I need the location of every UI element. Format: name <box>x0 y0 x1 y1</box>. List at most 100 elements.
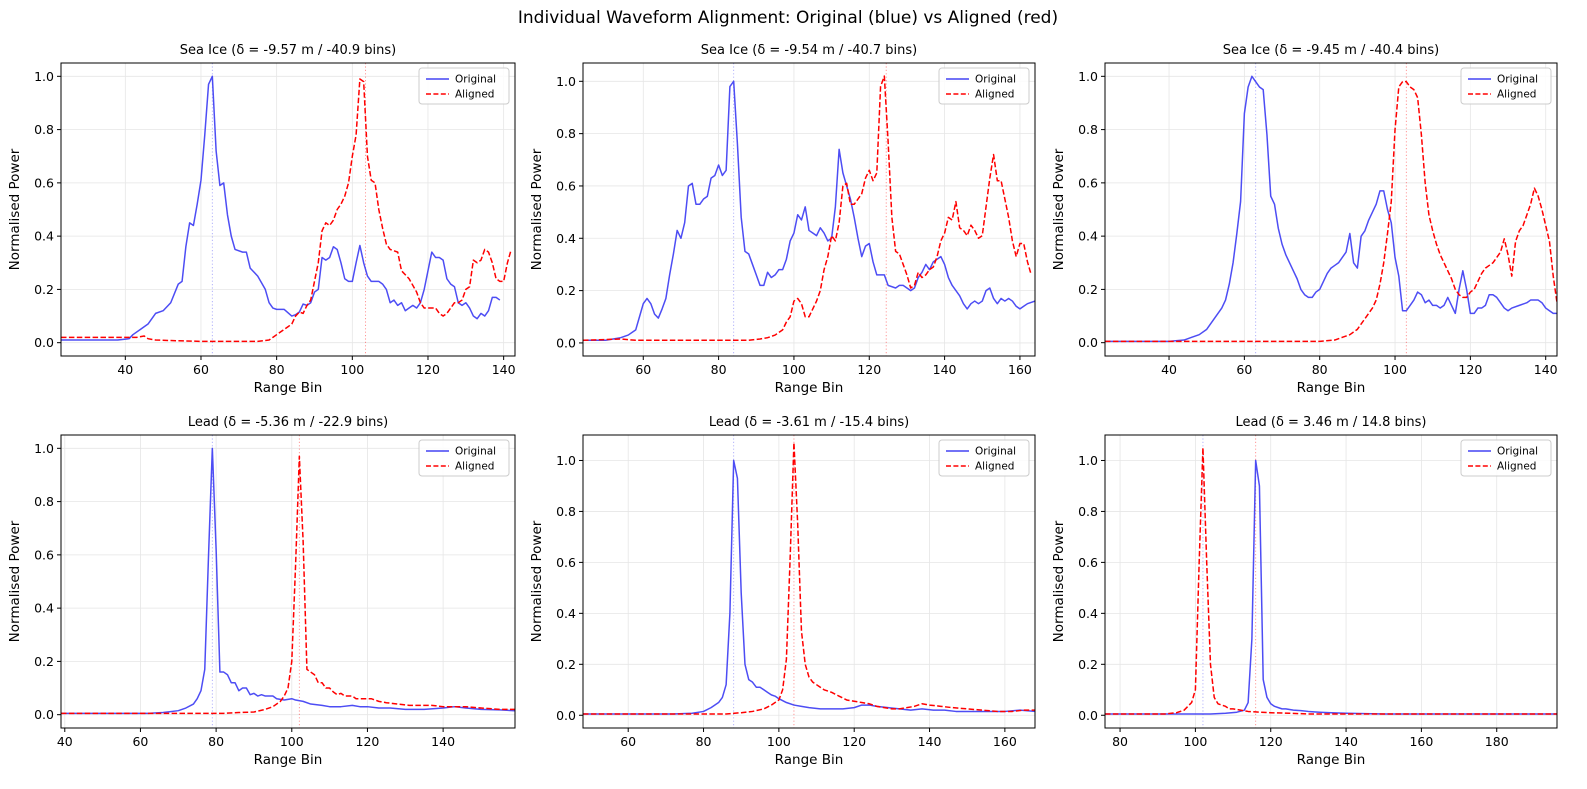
x-tick-label: 60 <box>193 362 209 377</box>
x-tick-label: 60 <box>635 362 651 377</box>
legend-original-label: Original <box>455 446 496 458</box>
subplot-2: 60 80 100 120 140 160 0.0 0.2 0.4 0.6 0.8 1.0 Sea Ic… <box>529 43 1036 396</box>
x-tick-label: 140 <box>1534 362 1558 377</box>
series-original-line <box>61 447 515 715</box>
legend: Original Aligned <box>418 67 510 105</box>
x-tick-label: 180 <box>1485 734 1509 749</box>
y-tick-label: 0.4 <box>1078 606 1098 621</box>
axes-frame <box>60 434 516 729</box>
x-tick-label: 80 <box>696 734 712 749</box>
y-tick-label: 0.4 <box>34 601 54 616</box>
series-aligned-line <box>61 455 515 715</box>
subplot-title: Sea Ice (δ = -9.57 m / -40.9 bins) <box>180 43 396 58</box>
x-axis-label: Range Bin <box>1297 752 1366 768</box>
x-tick-label: 140 <box>492 362 516 377</box>
x-tick-label: 160 <box>1409 734 1433 749</box>
axes-frame <box>582 62 1036 357</box>
y-tick-label: 1.0 <box>1078 69 1098 84</box>
legend-box <box>418 439 510 477</box>
series-original-line <box>61 75 501 341</box>
x-axis-label: Range Bin <box>775 380 844 396</box>
legend-box <box>938 439 1030 477</box>
subplot-title: Lead (δ = -5.36 m / -22.9 bins) <box>188 415 388 430</box>
x-axis-label: Range Bin <box>775 752 844 768</box>
legend-box <box>418 67 510 105</box>
axes-frame <box>1104 62 1558 357</box>
x-tick-label: 120 <box>356 734 380 749</box>
subplot-title: Sea Ice (δ = -9.45 m / -40.4 bins) <box>1223 43 1439 58</box>
y-tick-label: 1.0 <box>34 69 54 84</box>
axes-frame <box>60 62 516 357</box>
series-group <box>61 75 512 343</box>
y-axis-label: Normalised Power <box>1051 148 1067 270</box>
y-tick-label: 0.0 <box>556 708 576 723</box>
series-aligned-line <box>1105 446 1557 715</box>
y-axis-label: Normalised Power <box>7 520 23 642</box>
y-tick-label: 0.4 <box>1078 229 1098 244</box>
y-tick-label: 0.6 <box>34 547 54 562</box>
subplot-6: 80 100 120 140 160 180 0.0 0.2 0.4 0.6 0.8 1.0 Lead … <box>1051 415 1558 768</box>
x-tick-label: 80 <box>1312 362 1328 377</box>
axes-frame <box>582 434 1036 729</box>
y-tick-label: 0.2 <box>1078 282 1098 297</box>
legend: Original Aligned <box>938 67 1030 105</box>
x-tick-label: 120 <box>842 734 866 749</box>
legend-aligned-label: Aligned <box>975 461 1014 473</box>
x-tick-label: 120 <box>416 362 440 377</box>
x-tick-label: 120 <box>1259 734 1283 749</box>
y-tick-label: 0.8 <box>34 494 54 509</box>
x-tick-label: 140 <box>1334 734 1358 749</box>
legend-aligned-label: Aligned <box>455 89 494 101</box>
legend: Original Aligned <box>1460 67 1552 105</box>
y-tick-label: 0.2 <box>556 657 576 672</box>
x-tick-label: 140 <box>431 734 455 749</box>
series-original-line <box>583 459 1035 715</box>
y-tick-label: 1.0 <box>556 74 576 89</box>
y-tick-label: 0.8 <box>556 504 576 519</box>
subplot-title: Sea Ice (δ = -9.54 m / -40.7 bins) <box>701 43 917 58</box>
legend-original-label: Original <box>1497 74 1538 86</box>
subplot-title: Lead (δ = 3.46 m / 14.8 bins) <box>1236 415 1427 430</box>
series-original-line <box>1105 75 1557 343</box>
y-axis-label: Normalised Power <box>529 148 545 270</box>
legend-original-label: Original <box>1497 446 1538 458</box>
y-tick-label: 0.2 <box>34 654 54 669</box>
y-tick-label: 0.2 <box>556 283 576 298</box>
y-tick-label: 0.4 <box>556 606 576 621</box>
x-tick-label: 100 <box>1183 734 1207 749</box>
y-axis-label: Normalised Power <box>7 148 23 270</box>
y-tick-label: 0.8 <box>34 122 54 137</box>
subplot-title: Lead (δ = -3.61 m / -15.4 bins) <box>709 415 909 430</box>
x-tick-label: 120 <box>1458 362 1482 377</box>
x-tick-label: 60 <box>132 734 148 749</box>
series-aligned-line <box>1105 80 1557 343</box>
y-tick-label: 1.0 <box>34 441 54 456</box>
legend-original-label: Original <box>975 446 1016 458</box>
x-axis-label: Range Bin <box>1297 380 1366 396</box>
x-tick-label: 100 <box>280 734 304 749</box>
x-tick-label: 60 <box>620 734 636 749</box>
y-tick-label: 0.8 <box>1078 504 1098 519</box>
series-group <box>61 447 515 715</box>
y-tick-label: 0.6 <box>1078 555 1098 570</box>
y-tick-label: 0.8 <box>1078 122 1098 137</box>
legend-aligned-label: Aligned <box>1497 461 1536 473</box>
legend-aligned-label: Aligned <box>455 461 494 473</box>
legend: Original Aligned <box>418 439 510 477</box>
y-tick-label: 0.0 <box>1078 708 1098 723</box>
series-group <box>1105 446 1557 715</box>
legend-box <box>1460 439 1552 477</box>
x-tick-label: 80 <box>208 734 224 749</box>
x-tick-label: 60 <box>1236 362 1252 377</box>
series-aligned-line <box>583 75 1032 342</box>
x-tick-label: 40 <box>1161 362 1177 377</box>
y-tick-label: 0.6 <box>556 555 576 570</box>
y-tick-label: 0.6 <box>556 178 576 193</box>
y-tick-label: 0.8 <box>556 126 576 141</box>
series-aligned-line <box>61 78 512 343</box>
series-group <box>1105 75 1557 343</box>
y-tick-label: 0.0 <box>34 335 54 350</box>
x-tick-label: 40 <box>57 734 73 749</box>
legend-box <box>938 67 1030 105</box>
